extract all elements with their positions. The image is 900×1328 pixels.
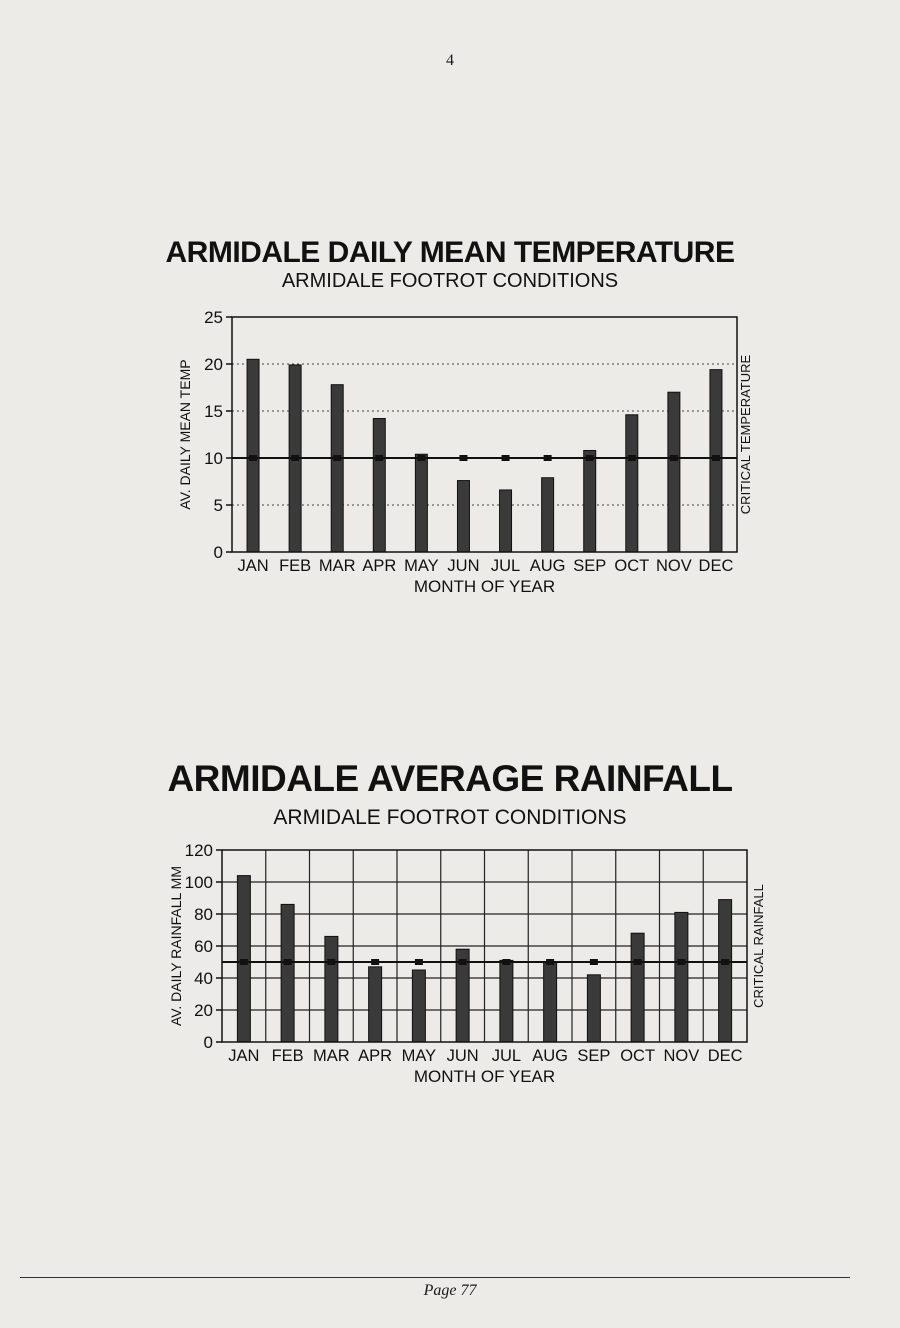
rain-ytick-label: 120 — [185, 841, 213, 860]
rain-xtick-label: JUL — [492, 1047, 521, 1065]
temp-xtick-label: JUN — [447, 557, 479, 575]
rain-bar-dec — [718, 899, 733, 1043]
rain-critical-marker — [502, 959, 511, 965]
temp-xtick-label: JUL — [491, 557, 520, 575]
rain-xaxis-label: MONTH OF YEAR — [414, 1067, 555, 1086]
temperature-chart-subtitle: ARMIDALE FOOTROT CONDITIONS — [281, 270, 619, 292]
temp-xtick-label: FEB — [279, 557, 311, 575]
rain-bar-feb — [280, 903, 295, 1043]
rain-critical-marker — [371, 959, 380, 965]
rainfall-chart-subtitle: ARMIDALE FOOTROT CONDITIONS — [273, 806, 627, 829]
temp-critical-marker — [543, 455, 552, 461]
rain-critical-marker — [633, 959, 642, 965]
temp-xtick-label: OCT — [614, 557, 649, 575]
temp-bar-jun — [456, 480, 470, 553]
temp-ytick-label: 5 — [214, 496, 223, 515]
rain-critical-marker — [327, 959, 336, 965]
rain-critical-marker — [589, 959, 598, 965]
rain-bar-aug — [543, 961, 558, 1043]
rain-xtick-label: DEC — [708, 1047, 743, 1065]
footer-rule — [20, 1277, 850, 1278]
temp-critical-marker — [585, 455, 594, 461]
temp-xtick-label: MAR — [319, 557, 356, 575]
rain-ytick-label: 80 — [194, 905, 213, 924]
rain-bar-apr — [368, 966, 383, 1043]
rain-xtick-label: SEP — [577, 1047, 610, 1065]
temp-critical-marker — [417, 455, 426, 461]
rain-critical-marker — [721, 959, 730, 965]
rainfall-chart: 0 20 40 60 80 100 120 JAN FEB MAR APR MAY JUN JUL AUG S… — [168, 841, 766, 1086]
rain-ytick-label: 40 — [194, 969, 213, 988]
temp-critical-marker — [501, 455, 510, 461]
temp-bar-nov — [667, 391, 681, 553]
footer-page-label: Page 77 — [423, 1282, 477, 1299]
temp-y2axis-label: CRITICAL TEMPERATURE — [738, 354, 753, 514]
temp-ytick-label: 0 — [214, 543, 223, 562]
temp-xtick-label: AUG — [530, 557, 566, 575]
temp-yaxis-label: AV. DAILY MEAN TEMP — [177, 359, 193, 509]
temp-critical-marker — [249, 455, 258, 461]
temp-bar-apr — [372, 418, 386, 553]
rain-ytick-label: 100 — [185, 873, 213, 892]
temp-xaxis-label: MONTH OF YEAR — [414, 577, 555, 596]
rain-bar-nov — [674, 911, 689, 1043]
rain-ytick-label: 20 — [194, 1001, 213, 1020]
temp-bar-may — [414, 453, 428, 553]
temp-plot-frame — [231, 316, 738, 553]
rain-xtick-label: MAY — [402, 1047, 437, 1065]
rain-bar-may — [411, 969, 426, 1043]
rain-bar-jan — [236, 875, 251, 1043]
rain-xtick-label: FEB — [272, 1047, 304, 1065]
rain-bar-mar — [324, 935, 339, 1043]
rain-xtick-label: OCT — [620, 1047, 655, 1065]
rain-xtick-label: NOV — [663, 1047, 699, 1065]
rain-ytick-label: 60 — [194, 937, 213, 956]
temp-critical-marker — [627, 455, 636, 461]
rain-xtick-label: JAN — [228, 1047, 259, 1065]
temp-xtick-label: MAY — [404, 557, 439, 575]
rain-critical-marker — [458, 959, 467, 965]
rain-critical-marker — [239, 959, 248, 965]
temp-critical-marker — [459, 455, 468, 461]
temp-xtick-label: NOV — [656, 557, 692, 575]
rain-critical-marker — [283, 959, 292, 965]
temp-ytick-label: 20 — [204, 355, 223, 374]
temp-bar-jul — [499, 489, 513, 553]
rain-critical-marker — [677, 959, 686, 965]
rain-yaxis-label: AV. DAILY RAINFALL MM — [168, 866, 184, 1026]
temp-bar-aug — [541, 477, 555, 553]
temp-ytick-label: 15 — [204, 402, 223, 421]
temp-bar-mar — [330, 384, 344, 553]
rain-xtick-label: JUN — [447, 1047, 479, 1065]
temp-critical-marker — [291, 455, 300, 461]
rain-critical-marker — [546, 959, 555, 965]
page-number-top: 4 — [446, 52, 454, 69]
rain-xtick-label: AUG — [532, 1047, 568, 1065]
rain-y2axis-label: CRITICAL RAINFALL — [751, 884, 766, 1008]
rain-critical-marker — [414, 959, 423, 965]
temperature-chart: 0 5 10 15 20 25 JAN FEB MAR APR MAY JUN JUL AUG SEP OCT… — [177, 308, 753, 596]
temp-ytick-label: 10 — [204, 449, 223, 468]
rain-xtick-label: MAR — [313, 1047, 350, 1065]
temp-critical-marker — [669, 455, 678, 461]
temp-critical-marker — [333, 455, 342, 461]
temp-bar-oct — [625, 414, 639, 553]
rain-bar-oct — [630, 932, 645, 1043]
temperature-chart-title: ARMIDALE DAILY MEAN TEMPERATURE — [165, 236, 735, 269]
temp-xtick-label: SEP — [573, 557, 606, 575]
rain-bar-sep — [586, 974, 601, 1043]
temp-critical-marker — [711, 455, 720, 461]
temp-bar-sep — [583, 449, 597, 553]
temp-xtick-label: JAN — [237, 557, 268, 575]
temp-critical-marker — [375, 455, 384, 461]
temp-xtick-label: APR — [362, 557, 396, 575]
rain-xtick-label: APR — [358, 1047, 392, 1065]
rain-ytick-label: 0 — [204, 1033, 213, 1052]
rainfall-chart-title: ARMIDALE AVERAGE RAINFALL — [167, 758, 733, 799]
temp-ytick-label: 25 — [204, 308, 223, 327]
temp-xtick-label: DEC — [699, 557, 734, 575]
rain-bar-jul — [499, 959, 514, 1043]
